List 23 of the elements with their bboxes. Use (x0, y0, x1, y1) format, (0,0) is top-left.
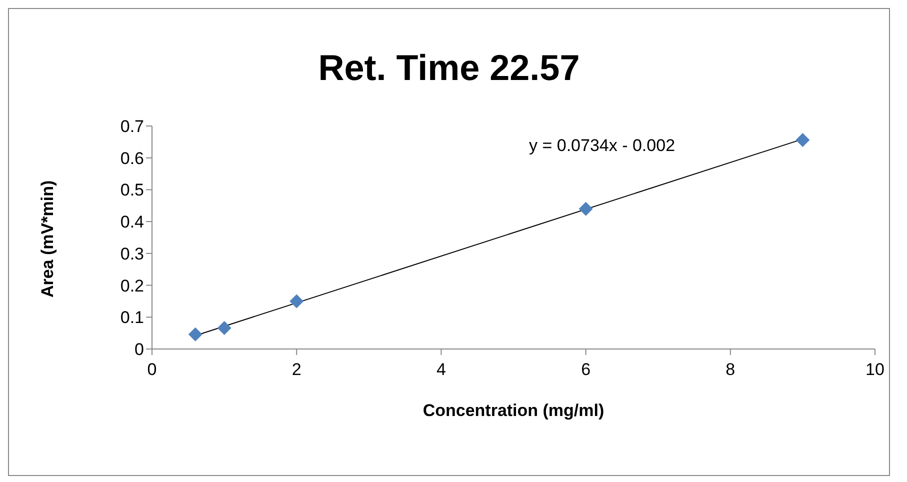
point (796, 133, 810, 148)
point (188, 327, 202, 342)
y-tick-label: 0.6 (120, 148, 144, 168)
point (290, 294, 304, 308)
y-axis-title: Area (mV*min) (38, 180, 58, 298)
chart-title: Ret. Time 22.57 (317, 47, 581, 89)
y-tick-label: 0.3 (120, 244, 144, 264)
y-tick-label: 0.1 (120, 308, 144, 328)
x-tick-label: 10 (866, 360, 884, 380)
annotation: y = 0.0734x - 0.002 (529, 136, 676, 156)
x-tick-label: 8 (726, 360, 736, 380)
y-tick-label: 0.2 (120, 276, 144, 296)
x-tick-label: 4 (436, 360, 446, 380)
y-tick-label: 0.7 (120, 117, 144, 136)
x-tick-label: 2 (292, 360, 302, 380)
point (217, 320, 232, 335)
x-tick-label: 0 (147, 360, 157, 380)
y-tick-label: 0 (134, 340, 144, 360)
y-tick-label: 0.5 (120, 180, 144, 200)
x-axis-title: Concentration (mg/ml) (422, 401, 604, 420)
y-tick-label: 0.4 (120, 212, 144, 232)
point (578, 202, 593, 216)
x-tick-label: 6 (581, 360, 591, 380)
